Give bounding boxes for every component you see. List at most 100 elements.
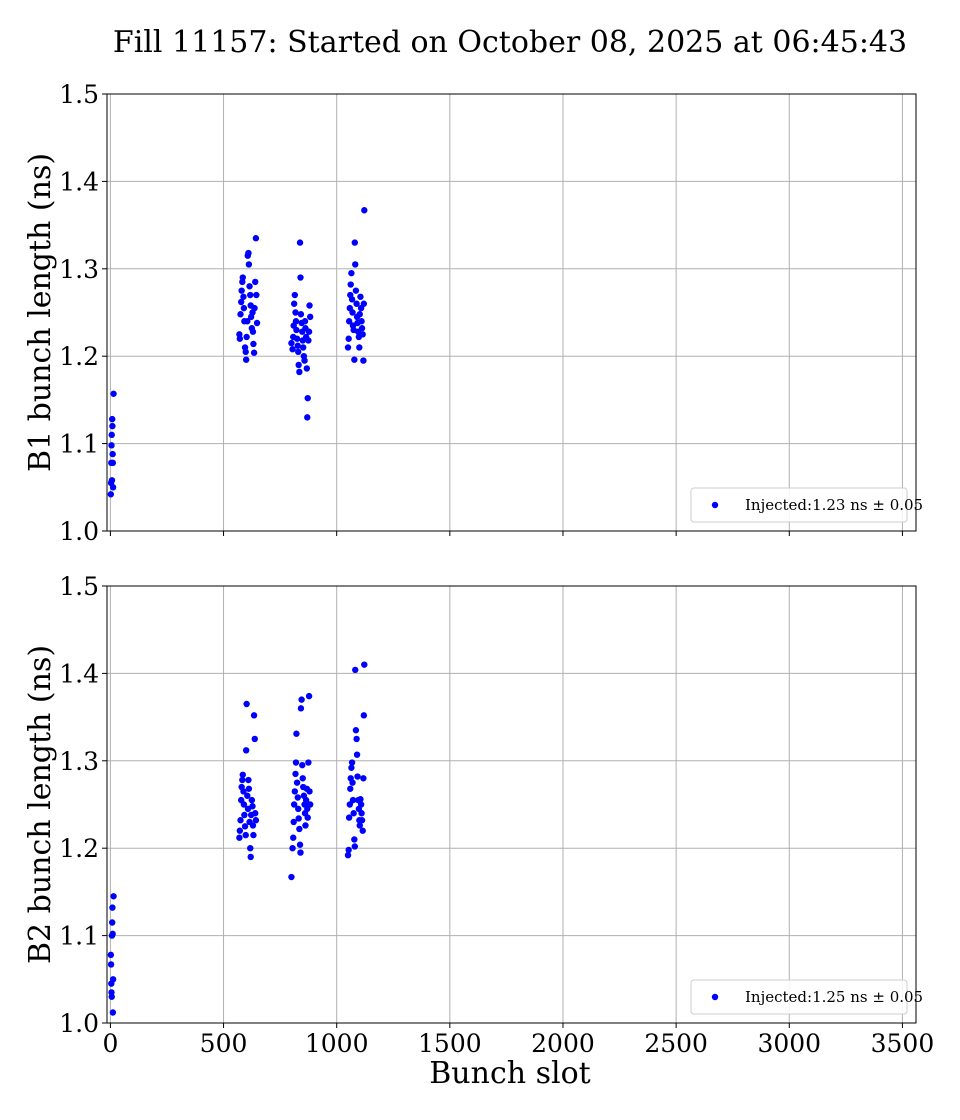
data-point [237, 817, 244, 824]
panel-2: 1.0 1.1 1.2 1.3 1.4 1.5 0 500 1000 1500 2000 2500 30… [23, 572, 934, 1058]
y-axis-label: B2 bunch length (ns) [23, 645, 58, 964]
data-point [247, 845, 254, 852]
data-point [109, 1009, 117, 1016]
data-point [289, 845, 296, 852]
data-point [297, 311, 305, 318]
data-point [304, 394, 311, 402]
data-point [108, 993, 115, 1000]
data-point [351, 843, 358, 850]
data-point [303, 365, 311, 372]
data-point [359, 827, 366, 834]
plot-frame [106, 585, 917, 1024]
data-point [356, 822, 363, 829]
data-point [350, 810, 357, 817]
data-point [354, 773, 361, 780]
y-tick-label: 1.0 [59, 517, 99, 546]
data-point [289, 346, 296, 353]
data-point [351, 239, 358, 246]
data-point [292, 318, 300, 325]
data-point [302, 822, 309, 829]
data-point [240, 788, 247, 795]
x-tick-label: 1500 [418, 1029, 482, 1058]
data-point [356, 344, 363, 351]
data-point [242, 747, 250, 754]
data-point [351, 356, 358, 363]
data-point [252, 278, 259, 286]
data-point [245, 785, 253, 792]
data-point [360, 712, 368, 719]
x-tick-label: 0 [102, 1029, 118, 1058]
data-point [360, 357, 367, 364]
data-point [358, 810, 365, 817]
data-point [249, 803, 256, 810]
data-point [307, 801, 314, 808]
data-point [360, 775, 367, 782]
data-point [252, 810, 259, 817]
data-point [347, 281, 354, 288]
data-point [294, 794, 301, 801]
panels: 1.0 1.1 1.2 1.3 1.4 1.5 B1 bunch length (ns) In… [23, 80, 934, 1058]
data-point [305, 759, 312, 766]
data-point [294, 342, 301, 349]
data-point [348, 269, 355, 277]
data-point [240, 801, 248, 808]
data-point [352, 727, 360, 734]
data-point [352, 666, 359, 674]
data-point [353, 751, 361, 758]
data-point [349, 779, 356, 786]
data-point [358, 325, 366, 332]
data-point [237, 311, 244, 318]
data-point [357, 796, 364, 803]
data-point [253, 319, 261, 327]
data-point [252, 817, 260, 824]
data-point [247, 853, 254, 861]
data-point [244, 318, 251, 325]
data-point [236, 834, 243, 841]
x-tick-label: 500 [200, 1029, 248, 1058]
data-point [245, 776, 252, 784]
data-point [107, 951, 115, 959]
data-point [361, 661, 368, 668]
data-point [288, 339, 295, 347]
data-point [236, 335, 244, 342]
data-point [253, 291, 260, 299]
x-tick-label: 3500 [871, 1029, 935, 1058]
data-point [242, 831, 249, 839]
data-point [305, 337, 312, 344]
data-point [109, 976, 117, 983]
y-tick-label: 1.1 [59, 922, 99, 951]
data-point [305, 692, 313, 700]
data-point [296, 368, 303, 376]
data-point [250, 340, 257, 348]
data-point [250, 349, 258, 356]
data-point [306, 788, 313, 795]
data-point [306, 302, 313, 309]
data-point [243, 700, 250, 708]
data-point [344, 851, 352, 859]
data-point [244, 792, 251, 799]
data-point [349, 796, 357, 804]
data-point [236, 827, 244, 834]
data-point [251, 735, 258, 743]
data-point [239, 274, 246, 281]
data-point [108, 477, 116, 484]
data-point [301, 318, 309, 325]
data-point [353, 300, 360, 307]
y-tick-label: 1.2 [59, 342, 99, 371]
panel-1: 1.0 1.1 1.2 1.3 1.4 1.5 B1 bunch length (ns) In… [23, 80, 923, 546]
data-point [109, 484, 117, 491]
data-point [353, 735, 360, 743]
data-point [290, 300, 298, 307]
data-point [109, 904, 116, 911]
data-point [348, 296, 356, 303]
data-point [304, 814, 311, 821]
data-point [241, 811, 248, 819]
data-point [301, 357, 308, 364]
data-point [360, 300, 368, 307]
data-point [356, 311, 363, 318]
data-point [357, 293, 364, 300]
data-point [361, 207, 368, 214]
data-point [247, 291, 254, 299]
data-point [351, 836, 358, 843]
